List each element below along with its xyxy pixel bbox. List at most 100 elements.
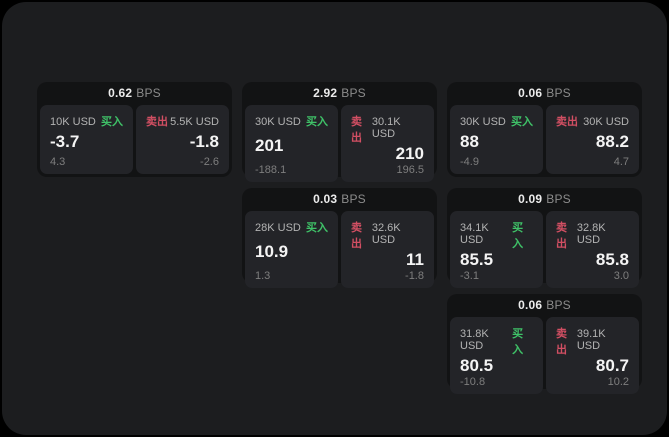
sell-label: 卖出 [556, 222, 567, 250]
quote-panels: 34.1K USD 买入 85.5 -3.1 卖出 32.8K USD 85.8… [450, 211, 639, 288]
buy-price: -3.7 [50, 132, 80, 152]
sell-sub-value: -2.6 [200, 156, 219, 168]
quote-panels: 28K USD 买入 10.9 1.3 卖出 32.6K USD 11 -1.8 [245, 211, 434, 288]
sell-panel-top: 卖出 32.8K USD [556, 219, 629, 251]
buy-panel-top: 34.1K USD 买入 [460, 219, 533, 251]
bps-header: 0.09 BPS [450, 188, 639, 211]
sell-size: 5.5K USD [170, 116, 219, 128]
sell-sub-value: -1.8 [405, 269, 424, 282]
buy-size: 10K USD [50, 116, 96, 128]
quote-card: 0.62 BPS 10K USD 买入 -3.7 4.3 卖出 5.5K USD [37, 82, 232, 177]
bps-value: 0.06 [518, 298, 543, 312]
sell-price: 210 [395, 144, 424, 163]
buy-panel-top: 30K USD 买入 [255, 113, 328, 129]
sell-panel-top: 卖出 32.6K USD [351, 219, 424, 251]
bps-unit-label: BPS [136, 86, 161, 100]
bps-header: 2.92 BPS [245, 82, 434, 105]
bps-header: 0.06 BPS [450, 294, 639, 317]
sell-panel[interactable]: 卖出 5.5K USD -1.8 -2.6 [136, 105, 229, 174]
sell-size: 39.1K USD [576, 328, 606, 352]
buy-panel-top: 10K USD 买入 [50, 113, 123, 129]
buy-label: 买入 [512, 328, 524, 356]
bps-value: 2.92 [313, 86, 338, 100]
sell-size: 30.1K USD [371, 116, 401, 140]
bps-header: 0.62 BPS [40, 82, 229, 105]
bps-unit-label: BPS [341, 86, 366, 100]
sell-label: 卖出 [556, 328, 567, 356]
buy-panel-top: 30K USD 买入 [460, 113, 533, 129]
sell-price: 80.7 [595, 356, 629, 375]
buy-price: 201 [255, 136, 284, 155]
buy-price: 85.5 [460, 250, 494, 269]
sell-label: 卖出 [146, 116, 168, 128]
buy-label: 买入 [512, 222, 524, 250]
sell-size: 32.6K USD [371, 222, 401, 246]
bps-header: 0.06 BPS [450, 82, 639, 105]
bps-header: 0.03 BPS [245, 188, 434, 211]
sell-sub-value: 3.0 [613, 269, 629, 282]
sell-price: 88.2 [595, 132, 629, 152]
buy-label: 买入 [511, 116, 533, 128]
quote-panels: 31.8K USD 买入 80.5 -10.8 卖出 39.1K USD 80.… [450, 317, 639, 394]
buy-label: 买入 [101, 116, 123, 128]
buy-sub-value: -188.1 [255, 163, 287, 176]
buy-label: 买入 [306, 116, 328, 128]
bps-value: 0.09 [518, 192, 543, 206]
sell-price: 11 [406, 250, 424, 269]
sell-panel[interactable]: 卖出 32.6K USD 11 -1.8 [341, 211, 434, 288]
sell-label: 卖出 [351, 222, 362, 250]
buy-sub-value: -3.1 [460, 269, 479, 282]
buy-price: 80.5 [460, 356, 494, 375]
sell-panel[interactable]: 卖出 30K USD 88.2 4.7 [546, 105, 639, 174]
buy-size: 30K USD [255, 116, 301, 128]
buy-price: 88 [460, 132, 479, 152]
buy-size: 30K USD [460, 116, 506, 128]
buy-label: 买入 [306, 222, 328, 234]
buy-panel[interactable]: 28K USD 买入 10.9 1.3 [245, 211, 338, 288]
bps-unit-label: BPS [546, 298, 571, 312]
sell-size: 30K USD [583, 116, 629, 128]
sell-panel-top: 卖出 5.5K USD [146, 113, 219, 129]
bps-unit-label: BPS [341, 192, 366, 206]
quote-card: 0.06 BPS 31.8K USD 买入 80.5 -10.8 卖出 39.1K… [447, 294, 642, 394]
quote-panels: 30K USD 买入 88 -4.9 卖出 30K USD 88.2 4.7 [450, 105, 639, 174]
buy-price: 10.9 [255, 242, 289, 261]
bps-value: 0.03 [313, 192, 338, 206]
sell-price: -1.8 [189, 132, 219, 152]
buy-panel[interactable]: 30K USD 买入 201 -188.1 [245, 105, 338, 182]
quote-card: 0.06 BPS 30K USD 买入 88 -4.9 卖出 30K USD [447, 82, 642, 177]
sell-panel[interactable]: 卖出 39.1K USD 80.7 10.2 [546, 317, 639, 394]
buy-panel[interactable]: 10K USD 买入 -3.7 4.3 [40, 105, 133, 174]
buy-panel-top: 28K USD 买入 [255, 219, 328, 235]
sell-panel-top: 卖出 30K USD [556, 113, 629, 129]
bps-value: 0.62 [108, 86, 133, 100]
buy-panel-top: 31.8K USD 买入 [460, 325, 533, 357]
sell-panel[interactable]: 卖出 32.8K USD 85.8 3.0 [546, 211, 639, 288]
buy-sub-value: 4.3 [50, 156, 66, 168]
sell-panel-top: 卖出 39.1K USD [556, 325, 629, 357]
sell-size: 32.8K USD [576, 222, 606, 246]
quote-card-grid: 0.62 BPS 10K USD 买入 -3.7 4.3 卖出 5.5K USD [37, 82, 642, 394]
quote-card: 0.03 BPS 28K USD 买入 10.9 1.3 卖出 32.6K USD [242, 188, 437, 288]
buy-panel[interactable]: 34.1K USD 买入 85.5 -3.1 [450, 211, 543, 288]
bps-value: 0.06 [518, 86, 543, 100]
sell-label: 卖出 [351, 116, 362, 144]
sell-sub-value: 10.2 [607, 375, 629, 388]
quote-panels: 30K USD 买入 201 -188.1 卖出 30.1K USD 210 1… [245, 105, 434, 182]
sell-panel-top: 卖出 30.1K USD [351, 113, 424, 145]
sell-label: 卖出 [556, 116, 578, 128]
sell-panel[interactable]: 卖出 30.1K USD 210 196.5 [341, 105, 434, 182]
sell-sub-value: 4.7 [613, 156, 629, 168]
sell-sub-value: 196.5 [396, 163, 424, 176]
quote-card: 2.92 BPS 30K USD 买入 201 -188.1 卖出 30.1K U… [242, 82, 437, 182]
buy-sub-value: 1.3 [255, 269, 271, 282]
sell-price: 85.8 [595, 250, 629, 269]
buy-panel[interactable]: 30K USD 买入 88 -4.9 [450, 105, 543, 174]
buy-panel[interactable]: 31.8K USD 买入 80.5 -10.8 [450, 317, 543, 394]
buy-size: 31.8K USD [460, 328, 489, 352]
buy-sub-value: -10.8 [460, 375, 486, 388]
bps-unit-label: BPS [546, 192, 571, 206]
bps-unit-label: BPS [546, 86, 571, 100]
buy-sub-value: -4.9 [460, 156, 479, 168]
